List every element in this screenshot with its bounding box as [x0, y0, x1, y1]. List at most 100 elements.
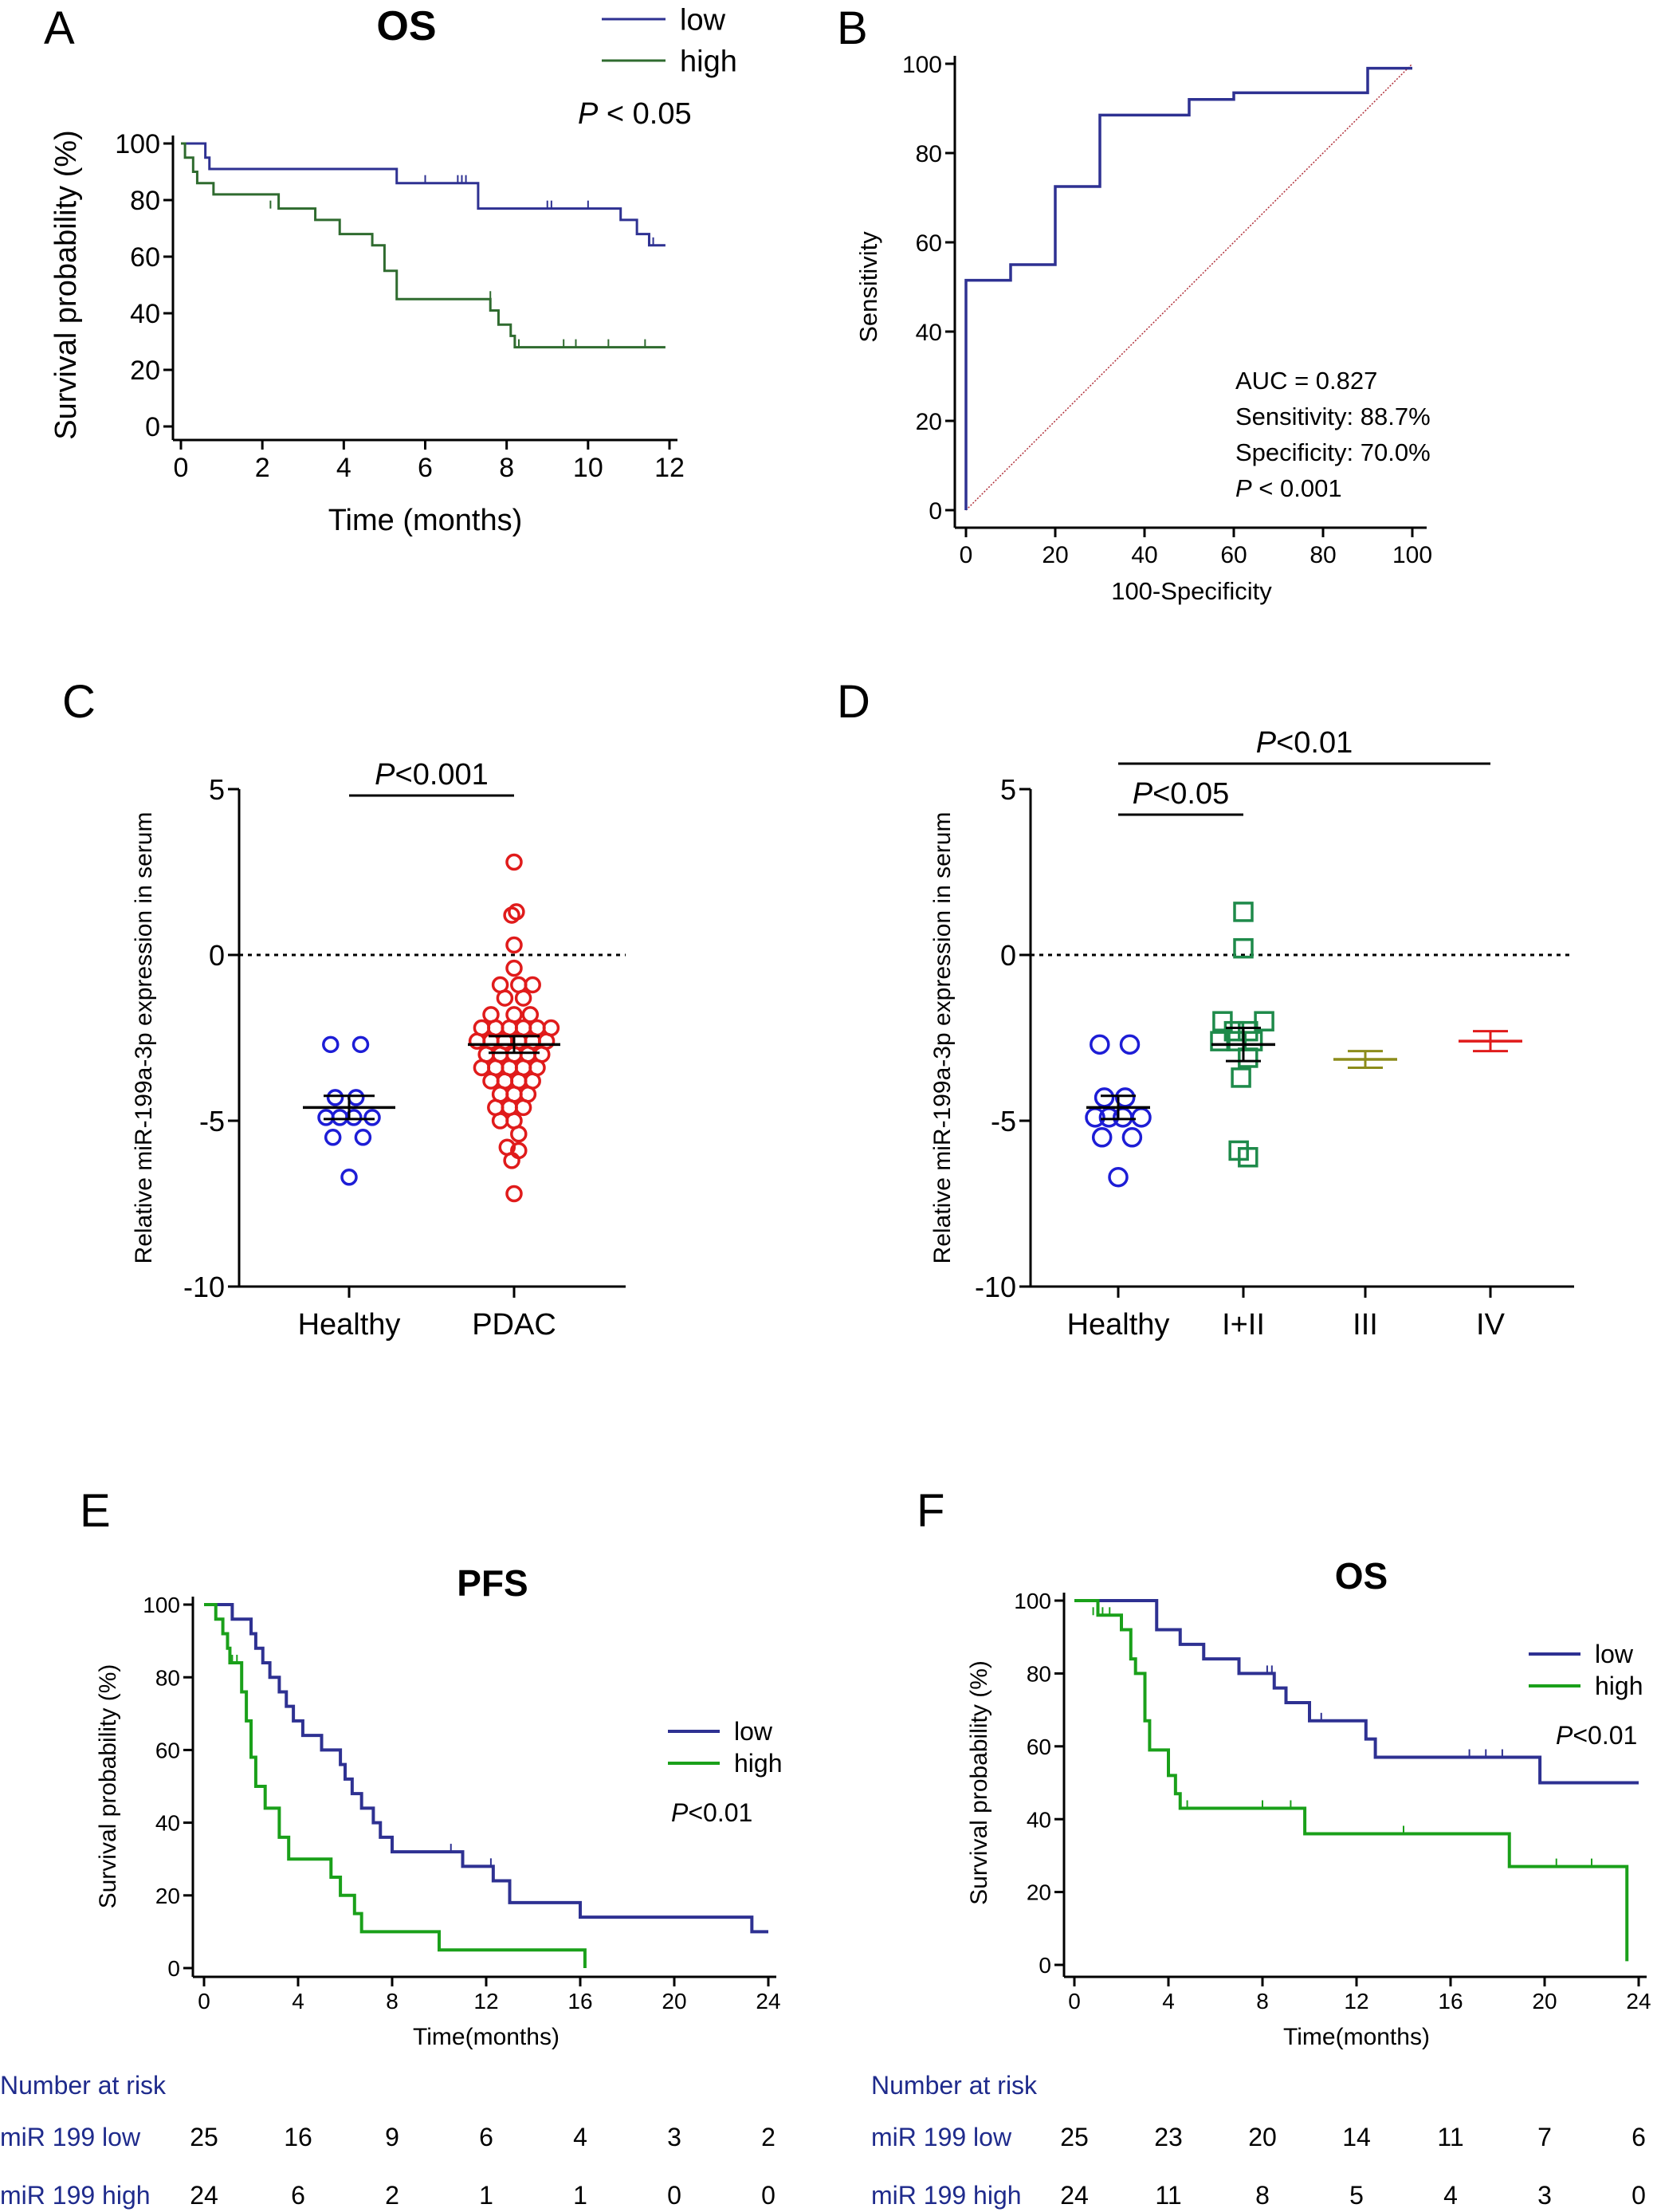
risk-count: 4 [1443, 2181, 1458, 2210]
risk-count: 1 [573, 2181, 587, 2210]
panel-letter-a: A [44, 2, 75, 54]
data-point-pdac [505, 1185, 523, 1203]
risk-count: 6 [291, 2181, 305, 2210]
legend-label-low: low [1595, 1640, 1634, 1668]
p-value: <0.01 [688, 1798, 752, 1827]
legend-label-high: high [734, 1749, 783, 1778]
x-tick-label: 100 [1392, 542, 1432, 568]
km-curve-high [1074, 1599, 1629, 1962]
x-axis-label: Time (months) [328, 504, 523, 537]
km-curve-low [1074, 1599, 1639, 1785]
significance-label: P<0.01 [1256, 726, 1353, 760]
risk-count: 9 [385, 2123, 399, 2151]
risk-table-header: Number at risk [871, 2071, 1038, 2100]
risk-count: 6 [479, 2123, 493, 2151]
roc-annotation: Sensitivity: 88.7% [1235, 403, 1431, 430]
y-tick-label: 80 [916, 141, 942, 167]
x-tick-label: 20 [1042, 542, 1068, 568]
data-point-pdac [496, 989, 514, 1007]
data-point-pdac [524, 976, 541, 994]
data-point-healthy [340, 1168, 358, 1186]
y-tick-label: 20 [916, 409, 942, 435]
x-tick-label: 24 [756, 1989, 780, 2014]
x-tick-label: 8 [499, 453, 514, 483]
risk-count: 3 [667, 2123, 681, 2151]
y-tick-label: 100 [143, 1593, 180, 1617]
p-value: Sensitivity: 88.7% [1235, 403, 1431, 430]
x-tick-label: 2 [255, 453, 270, 483]
x-axis-label: Time(months) [413, 2024, 560, 2050]
y-tick-label: 60 [1027, 1735, 1051, 1759]
y-tick-label: 40 [1027, 1807, 1051, 1832]
p-value: Specificity: 70.0% [1235, 438, 1431, 466]
x-tick-label: 0 [1068, 1989, 1081, 2014]
y-tick-label: 20 [155, 1884, 180, 1908]
data-point-healthy [324, 1129, 342, 1146]
p-value: <0.01 [1276, 726, 1353, 760]
p-value: AUC = 0.827 [1235, 367, 1377, 395]
x-tick-label: 4 [336, 453, 351, 483]
significance-label: P<0.05 [1133, 777, 1230, 811]
risk-count: 24 [190, 2181, 218, 2210]
risk-count: 0 [761, 2181, 775, 2210]
y-tick-label: 0 [145, 412, 160, 442]
y-tick-label: 60 [130, 242, 160, 273]
p-value-annotation: P<0.01 [671, 1798, 752, 1827]
p-value: <0.05 [1152, 777, 1229, 811]
data-point-pdac [468, 1032, 486, 1050]
risk-count: 14 [1342, 2123, 1371, 2151]
x-tick-label: 0 [174, 453, 189, 483]
data-point-healthy [1094, 1087, 1115, 1108]
data-point-square [1231, 1067, 1251, 1088]
chart-title: PFS [457, 1562, 528, 1604]
category-label: PDAC [472, 1308, 556, 1342]
y-tick-label: 60 [155, 1738, 180, 1762]
x-tick-label: 10 [573, 453, 603, 483]
p-italic: P [1256, 726, 1277, 760]
roc-curve [964, 66, 1412, 510]
legend-label-low: low [680, 3, 726, 37]
y-tick-label: 40 [916, 320, 942, 346]
p-italic: P [1133, 777, 1153, 811]
risk-count: 8 [1255, 2181, 1270, 2210]
risk-count: 23 [1154, 2123, 1183, 2151]
data-point-pdac [514, 1098, 532, 1117]
risk-count: 11 [1437, 2123, 1463, 2151]
roc-annotation: P < 0.001 [1235, 474, 1342, 502]
data-point-healthy [354, 1129, 372, 1146]
data-point-healthy [1091, 1127, 1113, 1148]
risk-count: 11 [1155, 2181, 1181, 2210]
x-tick-label: 0 [960, 542, 973, 568]
roc-annotation: AUC = 0.827 [1235, 367, 1377, 395]
data-point-healthy [1121, 1127, 1143, 1148]
y-tick-label: -5 [991, 1105, 1016, 1137]
x-tick-label: 16 [1438, 1989, 1463, 2014]
data-point-pdac [521, 1006, 540, 1023]
data-point-pdac [505, 853, 523, 871]
data-point-healthy [1131, 1107, 1152, 1128]
data-point-pdac [482, 1072, 500, 1090]
risk-row-label: miR 199 low [0, 2123, 141, 2151]
data-point-pdac [503, 1152, 520, 1169]
km-curve-low [181, 142, 666, 247]
category-label: IV [1476, 1308, 1506, 1342]
y-axis-label: Relative miR-199a-3p expression in serum [929, 812, 956, 1264]
data-point-healthy [322, 1035, 340, 1054]
data-point-square [1233, 937, 1254, 959]
km-curve-low [204, 1603, 768, 1934]
risk-count: 2 [761, 2123, 775, 2151]
data-point-healthy [317, 1109, 335, 1126]
x-tick-label: 12 [654, 453, 685, 483]
risk-count: 7 [1537, 2123, 1552, 2151]
y-tick-label: 80 [130, 186, 160, 216]
x-tick-label: 40 [1131, 542, 1157, 568]
y-axis-label: Survival probability (%) [49, 130, 83, 440]
p-italic: P [578, 97, 599, 131]
panel-C: C -10 -5 0 5 Relative miR-199a-3p expression … [62, 676, 626, 1342]
risk-count: 2 [385, 2181, 399, 2210]
data-point-healthy [351, 1035, 370, 1054]
p-italic: P [671, 1798, 689, 1827]
panel-D: D -10 -5 0 5 Relative miR-199a-3p expression … [837, 676, 1574, 1342]
risk-count: 20 [1248, 2123, 1277, 2151]
x-tick-label: 4 [1162, 1989, 1175, 2014]
